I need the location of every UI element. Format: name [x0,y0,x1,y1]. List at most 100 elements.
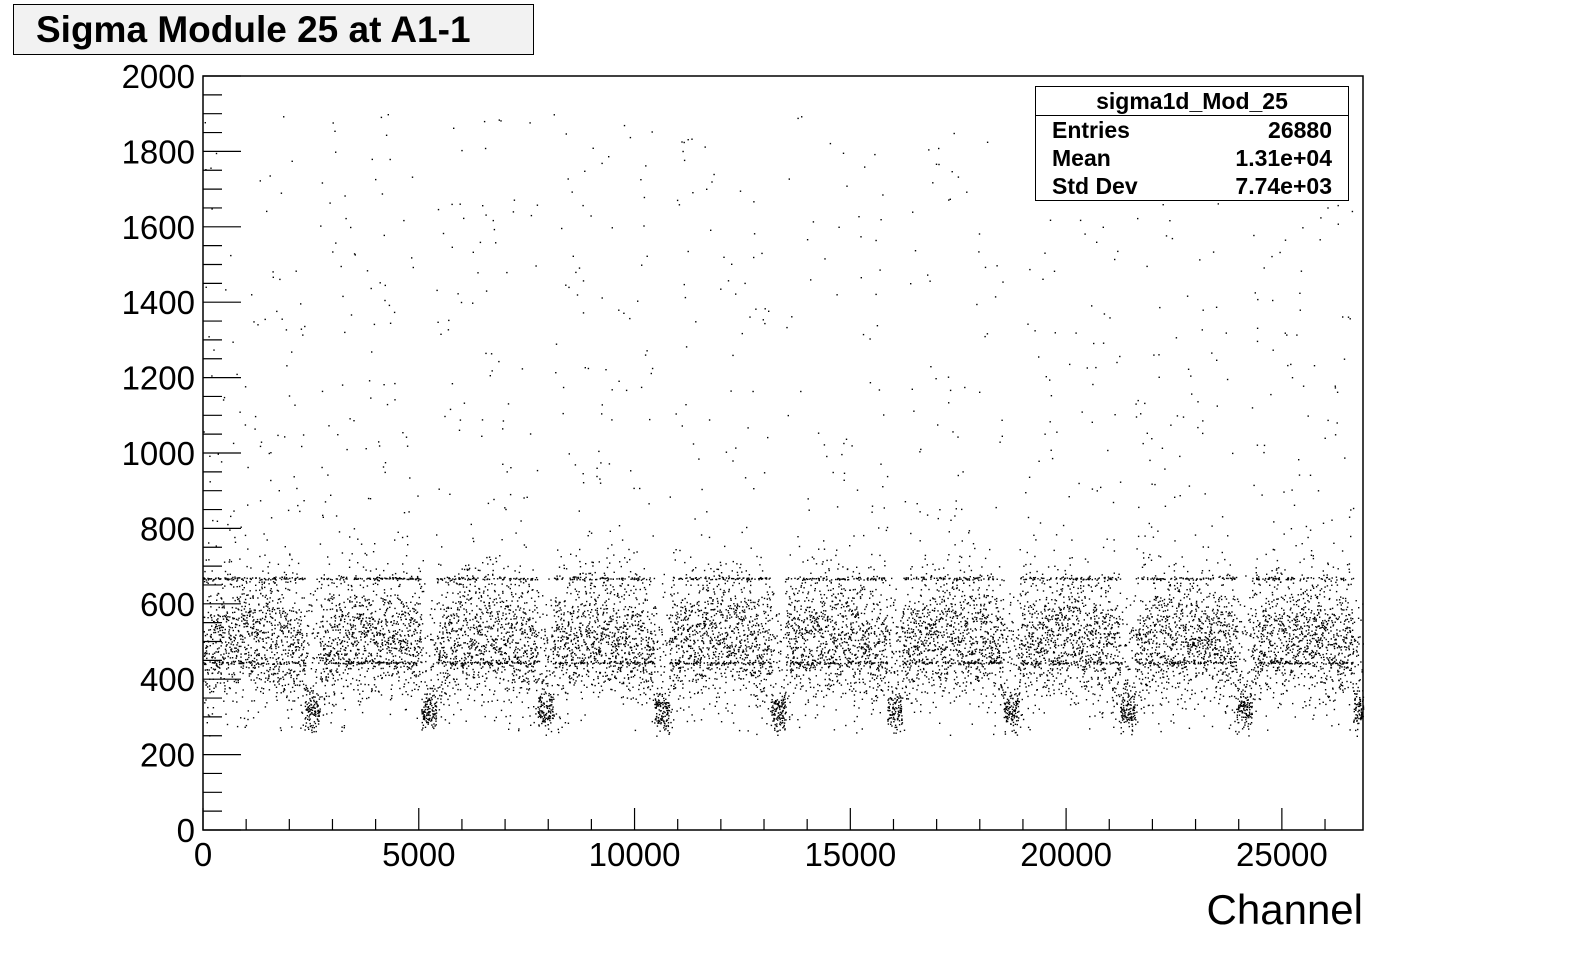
data-point [316,656,318,659]
data-point [327,577,330,580]
data-point [531,647,533,650]
data-point [407,634,409,636]
data-point [308,719,311,721]
data-point [353,657,356,660]
data-point [437,678,439,681]
data-point [350,314,353,316]
data-point [531,665,533,667]
data-point [244,623,246,625]
data-point [574,665,576,667]
data-point [435,709,437,711]
data-point [563,648,565,650]
data-point [471,577,474,580]
data-point [408,511,410,513]
data-point [627,614,629,616]
data-point [497,669,499,671]
data-point [294,579,296,581]
data-point [280,616,282,618]
data-point [470,578,472,581]
data-point [406,666,408,668]
data-point [292,700,294,702]
data-point [333,648,336,650]
data-point [575,672,577,675]
data-point [615,677,618,680]
data-point [419,638,421,640]
data-point [611,649,613,651]
data-point [606,662,609,665]
data-point [265,642,268,644]
data-point [513,670,515,672]
data-point [523,679,525,681]
data-point [225,614,227,616]
data-point [549,700,551,702]
data-point [239,577,241,579]
data-point [510,701,512,704]
data-point [587,367,590,370]
data-point [632,578,634,580]
data-point [443,646,445,649]
data-point [241,578,243,580]
data-point [615,657,617,660]
data-point [396,633,398,635]
data-point [547,716,550,718]
data-point [500,606,502,608]
data-point [343,621,346,623]
data-point [623,624,625,626]
data-point [567,713,569,715]
data-point [581,657,584,659]
data-point [282,691,285,693]
data-point [515,532,517,534]
data-point [272,617,274,619]
data-point [284,626,286,629]
data-point [602,612,605,615]
data-point [555,343,558,345]
data-point [451,383,454,385]
data-point [565,284,567,286]
data-point [270,579,272,581]
data-point [612,645,614,648]
data-point [554,643,556,646]
data-point [371,618,374,620]
data-point [319,696,321,698]
data-point [359,584,362,586]
data-point [301,711,303,713]
data-point [514,654,517,656]
data-point [356,601,358,603]
data-point [386,648,388,650]
data-point [559,663,561,665]
data-point [416,621,418,623]
data-point [594,586,596,588]
data-point [283,571,286,574]
data-point [507,565,509,568]
data-point [373,684,376,686]
data-point [252,717,255,719]
data-point [253,631,256,634]
data-point [421,661,423,664]
data-point [205,645,208,647]
data-point [277,590,280,592]
data-point [310,604,312,606]
data-point [274,619,276,621]
data-point [471,662,473,664]
data-point [530,629,532,631]
data-point [482,578,484,581]
data-point [567,625,569,627]
data-point [633,585,635,587]
data-point [629,689,631,692]
data-point [312,713,314,715]
data-point [356,613,358,615]
data-point [355,575,357,577]
data-point [220,645,222,647]
data-point [591,561,593,563]
data-point [266,598,269,600]
data-point [240,609,243,612]
data-point [377,661,379,663]
data-point [628,682,631,684]
data-point [557,549,559,551]
data-point [548,578,550,580]
data-point [466,677,468,680]
data-point [248,656,250,659]
data-point [548,710,550,712]
data-point [565,568,568,570]
data-point [494,590,496,593]
